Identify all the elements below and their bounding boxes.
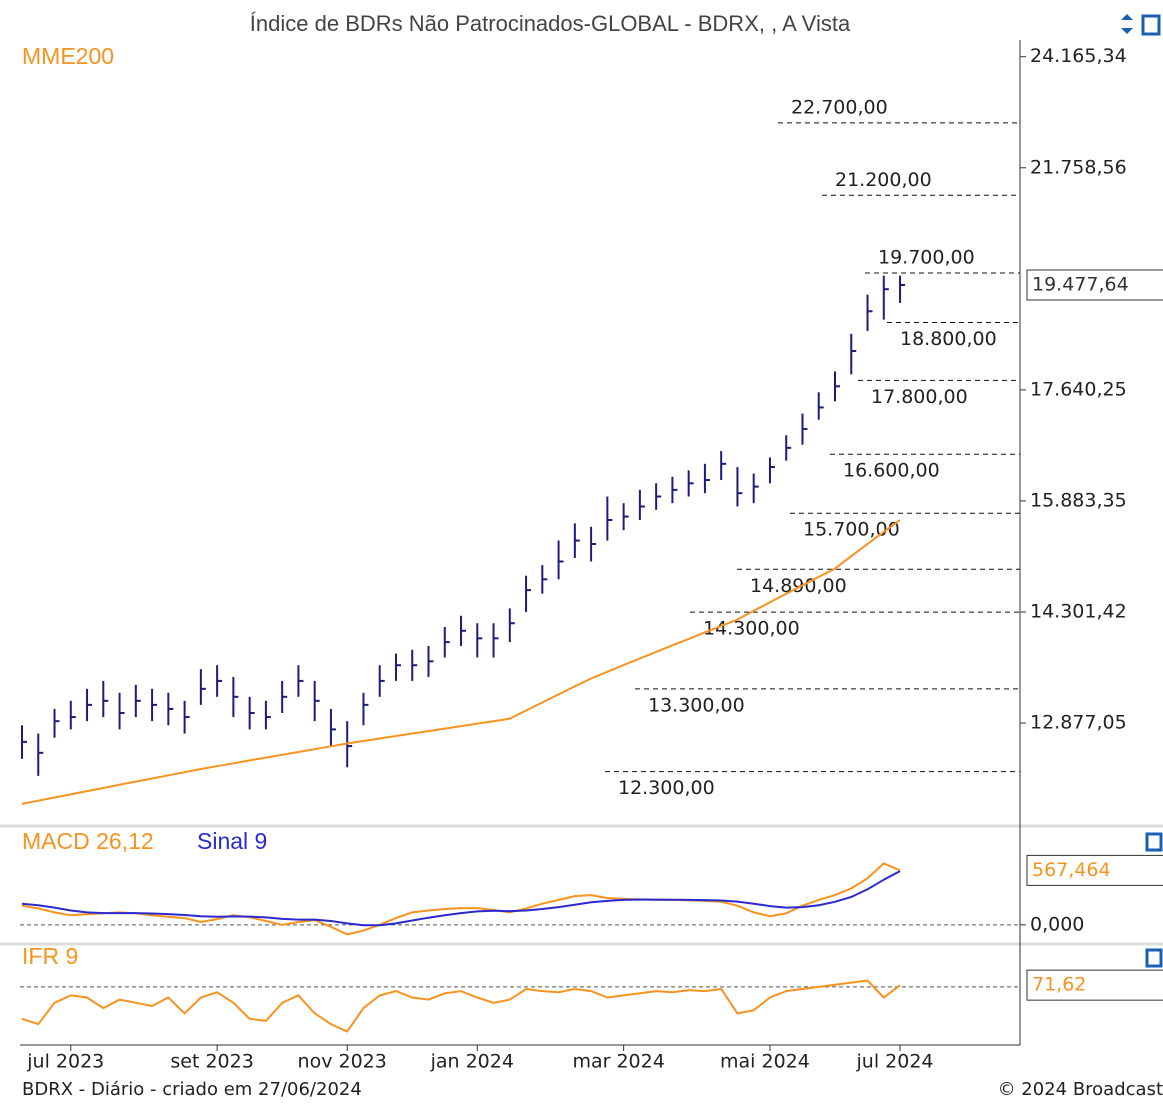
level-label: 14.890,00	[750, 575, 847, 597]
last-value-label: 71,62	[1032, 974, 1086, 996]
x-tick-label: jul 2024	[856, 1051, 934, 1073]
level-label: 22.700,00	[791, 96, 888, 118]
x-tick-label: mai 2024	[720, 1051, 810, 1073]
level-label: 19.700,00	[878, 246, 975, 268]
x-tick-label: set 2023	[170, 1051, 253, 1073]
legend-entry: MACD 26,12	[22, 828, 154, 854]
last-value-box	[1026, 854, 1163, 886]
last-value-box	[1026, 969, 1163, 1001]
series-line	[21, 519, 901, 805]
y-tick-label: 12.877,05	[1030, 712, 1127, 734]
x-tick-label: jul 2023	[26, 1051, 104, 1073]
y-tick-label: 15.883,35	[1030, 489, 1127, 511]
y-tick-label: 21.758,56	[1030, 156, 1127, 178]
last-value-label: 19.477,64	[1032, 273, 1129, 295]
y-tick-label: 0,000	[1030, 913, 1084, 935]
chart-title: Índice de BDRs Não Patrocinados-GLOBAL -…	[250, 11, 851, 36]
popout-icon[interactable]	[1145, 948, 1163, 968]
x-tick-label: jan 2024	[430, 1051, 514, 1073]
level-label: 16.600,00	[843, 460, 940, 482]
y-tick-label: 17.640,25	[1030, 378, 1127, 400]
legend-entry: Sinal 9	[197, 828, 267, 854]
level-label: 17.800,00	[871, 386, 968, 408]
last-value-box	[1026, 269, 1163, 301]
y-tick-label: 14.301,42	[1030, 600, 1127, 622]
footer-right: © 2024 Broadcast	[998, 1079, 1163, 1100]
series-line	[21, 979, 901, 1033]
series-line	[21, 862, 901, 936]
x-tick-label: mar 2024	[572, 1051, 664, 1073]
level-label: 14.300,00	[703, 618, 800, 640]
footer-left: BDRX - Diário - criado em 27/06/2024	[22, 1079, 362, 1100]
level-label: 13.300,00	[648, 694, 745, 716]
legend-entry: IFR 9	[22, 943, 78, 969]
popout-icon[interactable]	[1141, 14, 1161, 36]
level-label: 12.300,00	[618, 777, 715, 799]
last-value-label: 567,464	[1032, 859, 1111, 881]
scroll-icon[interactable]	[1121, 14, 1133, 34]
y-tick-label: 24.165,34	[1030, 45, 1127, 67]
popout-icon[interactable]	[1145, 832, 1163, 852]
level-label: 18.800,00	[900, 328, 997, 350]
level-label: 21.200,00	[835, 169, 932, 191]
series-line	[21, 870, 901, 927]
level-label: 15.700,00	[803, 519, 900, 541]
x-tick-label: nov 2023	[298, 1051, 387, 1073]
legend-entry: MME200	[22, 43, 114, 69]
